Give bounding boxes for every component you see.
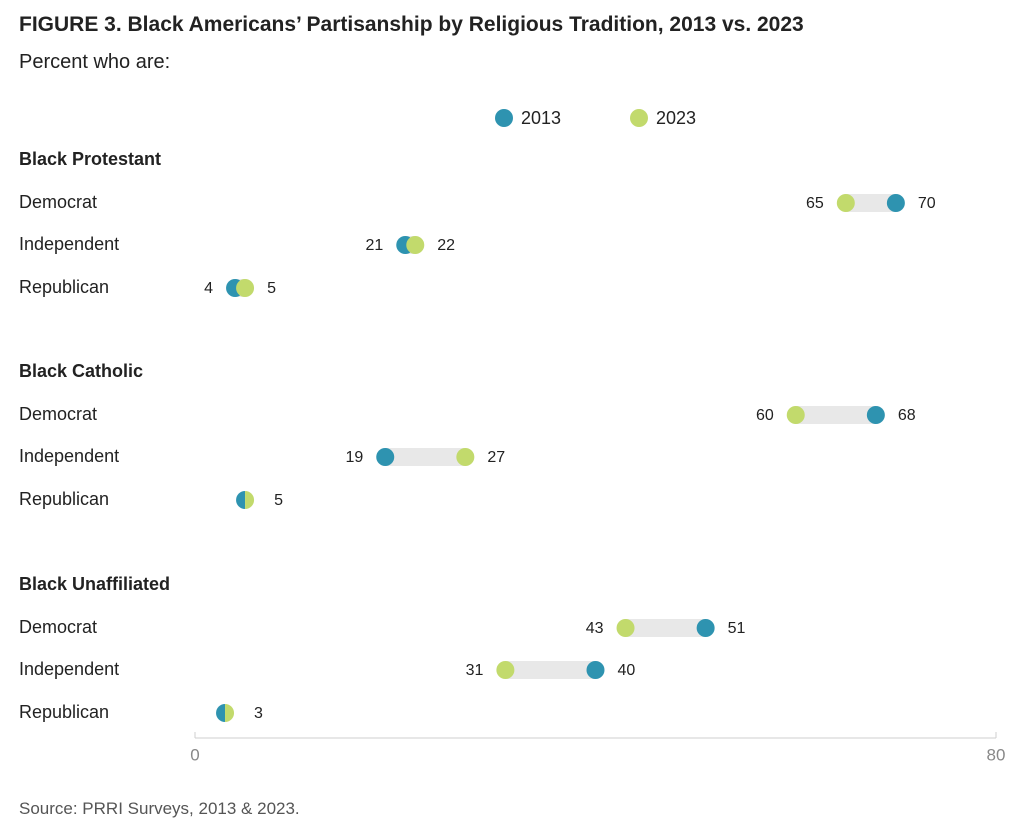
group-title: Black Catholic bbox=[19, 361, 143, 381]
x-tick-label-min: 0 bbox=[190, 745, 199, 764]
value-label-low: 31 bbox=[466, 662, 484, 679]
source-note: Source: PRRI Surveys, 2013 & 2023. bbox=[19, 799, 300, 818]
group-title: Black Unaffiliated bbox=[19, 574, 170, 594]
dot-2023 bbox=[225, 704, 235, 722]
dot-2013 bbox=[376, 448, 395, 466]
dot-2023 bbox=[236, 279, 255, 297]
row-label: Republican bbox=[19, 489, 109, 509]
legend-label-2023: 2023 bbox=[656, 108, 696, 128]
value-label-high: 22 bbox=[437, 237, 455, 254]
dot-2023 bbox=[456, 448, 475, 466]
connector-bar bbox=[505, 661, 596, 679]
row-label: Republican bbox=[19, 277, 109, 297]
dot-2013 bbox=[886, 194, 905, 212]
dot-2023 bbox=[836, 194, 855, 212]
x-tick-label-max: 80 bbox=[987, 745, 1006, 764]
dot-2023 bbox=[496, 661, 515, 679]
value-label-high: 70 bbox=[918, 195, 936, 212]
legend-swatch-2013 bbox=[495, 109, 513, 127]
group-title: Black Protestant bbox=[19, 149, 161, 169]
value-label-low: 19 bbox=[345, 449, 363, 466]
value-label-low: 4 bbox=[204, 280, 213, 297]
dot-2023 bbox=[616, 619, 635, 637]
value-label-high: 51 bbox=[728, 620, 746, 637]
connector-bar bbox=[845, 194, 896, 212]
value-label-low: 60 bbox=[756, 407, 774, 424]
value-label-high: 5 bbox=[267, 280, 276, 297]
row-label: Independent bbox=[19, 446, 119, 466]
legend-label-2013: 2013 bbox=[521, 108, 561, 128]
row-label: Independent bbox=[19, 234, 119, 254]
row-label: Democrat bbox=[19, 404, 97, 424]
dot-2013 bbox=[586, 661, 605, 679]
value-label-high: 27 bbox=[487, 449, 505, 466]
chart-subtitle: Percent who are: bbox=[19, 51, 171, 73]
value-label-high: 68 bbox=[898, 407, 916, 424]
row-label: Democrat bbox=[19, 617, 97, 637]
row-label: Democrat bbox=[19, 192, 97, 212]
value-label: 3 bbox=[254, 705, 263, 722]
value-label-low: 43 bbox=[586, 620, 604, 637]
connector-bar bbox=[385, 448, 466, 466]
connector-bar bbox=[625, 619, 706, 637]
chart-title: FIGURE 3. Black Americans’ Partisanship … bbox=[19, 13, 804, 36]
dot-2013 bbox=[696, 619, 715, 637]
value-label: 5 bbox=[274, 492, 283, 509]
row-label: Republican bbox=[19, 702, 109, 722]
legend-swatch-2023 bbox=[630, 109, 648, 127]
dot-2023 bbox=[786, 406, 805, 424]
dot-2013 bbox=[236, 491, 246, 509]
dot-2023 bbox=[406, 236, 425, 254]
value-label-low: 21 bbox=[365, 237, 383, 254]
row-label: Independent bbox=[19, 659, 119, 679]
dot-2023 bbox=[245, 491, 255, 509]
value-label-low: 65 bbox=[806, 195, 824, 212]
value-label-high: 40 bbox=[618, 662, 636, 679]
connector-bar bbox=[795, 406, 876, 424]
dot-2013 bbox=[216, 704, 226, 722]
dot-2013 bbox=[866, 406, 885, 424]
